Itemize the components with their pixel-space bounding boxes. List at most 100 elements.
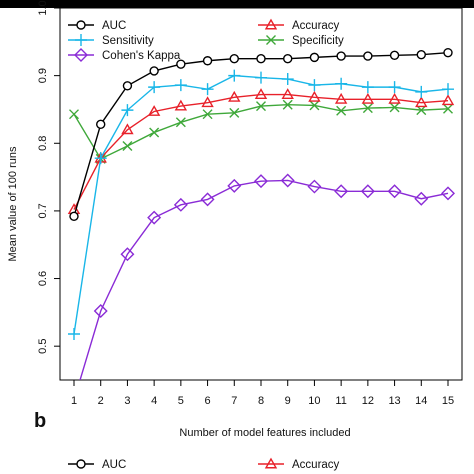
data-point-accuracy: [174, 99, 188, 111]
y-tick-label: 1.0: [37, 0, 49, 15]
data-point-auc: [363, 51, 373, 61]
data-point-accuracy: [254, 88, 268, 100]
data-point-accuracy: [228, 90, 241, 102]
legend-marker-cohen-s-kappa: [74, 48, 88, 62]
data-point-accuracy: [308, 90, 321, 102]
data-point-auc: [309, 52, 320, 63]
legend-label-auc: AUC: [102, 459, 126, 471]
series-line-accuracy: [73, 93, 449, 210]
data-point-specificity: [362, 103, 373, 114]
y-tick-label: 0.5: [37, 339, 49, 354]
data-point-cohen-s-kappa: [441, 186, 455, 201]
data-point-auc: [229, 54, 239, 64]
data-point-cohen-s-kappa: [334, 184, 349, 199]
data-point-sensitivity: [201, 83, 214, 96]
data-point-accuracy: [361, 92, 375, 104]
legend-marker-specificity: [266, 35, 276, 45]
data-point-specificity: [256, 101, 266, 112]
data-point-specificity: [282, 99, 293, 110]
data-point-auc: [176, 59, 186, 69]
x-tick-label: 13: [388, 395, 400, 407]
data-point-sensitivity: [335, 77, 348, 90]
data-point-specificity: [69, 109, 79, 120]
y-tick-label: 0.9: [37, 68, 49, 83]
data-point-cohen-s-kappa: [120, 247, 135, 262]
legend-label-specificity: Specificity: [292, 35, 344, 47]
series-line-sensitivity: [73, 74, 449, 335]
data-point-specificity: [149, 127, 160, 138]
data-point-auc: [202, 56, 213, 66]
data-point-auc: [389, 50, 400, 61]
y-tick-label: 0.8: [37, 136, 49, 151]
y-tick-label: 0.6: [37, 271, 49, 286]
data-point-cohen-s-kappa: [227, 178, 242, 193]
legend-panel-a: AUC Accuracy Sensitivity Specificity Cohen's…: [68, 18, 344, 62]
x-tick-label: 10: [308, 395, 320, 407]
legend-label-sensitivity: Sensitivity: [102, 35, 154, 47]
x-tick-label: 9: [285, 395, 291, 407]
x-tick-label: 14: [415, 395, 427, 407]
data-point-accuracy: [121, 123, 134, 135]
data-point-auc: [69, 211, 79, 222]
data-point-specificity: [229, 107, 240, 118]
data-point-sensitivity: [148, 81, 161, 94]
data-point-sensitivity: [94, 152, 107, 165]
x-tick-label: 3: [124, 395, 130, 407]
data-point-sensitivity: [442, 83, 454, 96]
data-point-auc: [443, 47, 453, 58]
data-point-specificity: [443, 103, 453, 114]
data-point-cohen-s-kappa: [360, 184, 375, 199]
data-point-sensitivity: [308, 79, 321, 92]
data-point-specificity: [336, 105, 347, 116]
data-point-accuracy: [147, 105, 161, 116]
data-point-sensitivity: [388, 81, 401, 94]
data-point-auc: [122, 81, 133, 91]
data-point-cohen-s-kappa: [147, 210, 162, 225]
data-point-cohen-s-kappa: [173, 197, 188, 212]
x-tick-label: 8: [258, 395, 264, 407]
data-point-specificity: [202, 109, 213, 120]
data-point-sensitivity: [121, 104, 134, 117]
data-point-sensitivity: [361, 81, 374, 94]
data-point-specificity: [122, 140, 133, 151]
data-point-accuracy: [441, 94, 455, 106]
x-tick-label: 5: [178, 395, 184, 407]
series-line-specificity: [73, 104, 449, 160]
legend-marker-auc: [76, 459, 86, 469]
data-point-accuracy: [415, 96, 428, 108]
legend-label-accuracy: Accuracy: [292, 459, 340, 471]
legend-marker-accuracy: [264, 457, 278, 469]
data-point-sensitivity: [281, 73, 294, 86]
data-point-sensitivity: [228, 69, 241, 82]
x-axis-label: Number of model features included: [179, 427, 350, 439]
data-point-cohen-s-kappa: [387, 184, 402, 199]
x-tick-label: 1: [71, 395, 77, 407]
data-point-sensitivity: [174, 79, 187, 92]
x-tick-label: 11: [335, 395, 346, 407]
data-point-cohen-s-kappa: [414, 191, 429, 206]
legend-marker-auc: [76, 20, 86, 30]
x-tick-label: 2: [98, 395, 104, 407]
legend-label-auc: AUC: [102, 20, 126, 32]
data-point-cohen-s-kappa: [200, 192, 215, 207]
legend-label-accuracy: Accuracy: [292, 20, 340, 32]
y-axis-label: Mean value of 100 runs: [7, 146, 19, 261]
figure-top-border: [0, 0, 474, 8]
data-point-accuracy: [388, 92, 401, 104]
data-point-cohen-s-kappa: [254, 174, 268, 189]
data-point-auc: [416, 49, 426, 60]
data-point-auc: [336, 51, 346, 61]
data-point-sensitivity: [68, 328, 80, 341]
x-tick-label: 4: [151, 395, 157, 407]
x-tick-label: 7: [231, 395, 237, 407]
legend-marker-accuracy: [264, 18, 278, 30]
data-point-specificity: [389, 102, 400, 113]
data-point-accuracy: [334, 92, 348, 104]
data-point-auc: [283, 54, 293, 64]
plot-a: 0.50.60.70.80.91.01 2 3 4 5 6 7 8 9 10 11 12 13 14 15M…: [7, 0, 463, 439]
data-point-cohen-s-kappa: [280, 173, 295, 188]
data-point-accuracy: [281, 88, 294, 100]
data-point-specificity: [309, 100, 320, 111]
data-point-auc: [149, 66, 159, 76]
